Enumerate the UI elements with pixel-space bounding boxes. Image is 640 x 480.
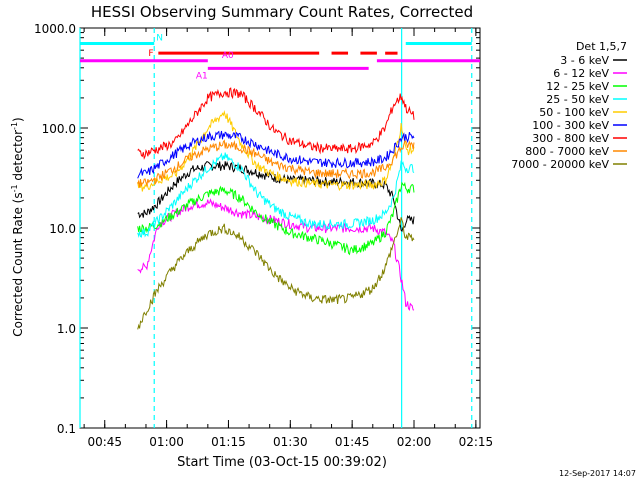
series-line	[137, 110, 415, 192]
y-tick-label: 100.0	[42, 122, 76, 136]
x-tick-label: 01:45	[335, 435, 370, 449]
x-tick-label: 01:30	[273, 435, 308, 449]
series-line	[137, 181, 415, 256]
series-line	[137, 217, 415, 330]
flag-label: A0	[222, 51, 234, 61]
legend-label: 300 - 800 keV	[532, 132, 609, 145]
flag-label: F	[148, 49, 153, 59]
legend-label: 800 - 7000 keV	[525, 145, 609, 158]
flag-label: A1	[196, 71, 208, 81]
y-tick-label: 10.0	[49, 222, 76, 236]
series-line	[137, 130, 415, 179]
x-tick-label: 00:45	[87, 435, 122, 449]
legend-label: 3 - 6 keV	[560, 54, 609, 67]
series-line	[137, 139, 415, 188]
x-tick-label: 02:00	[397, 435, 432, 449]
series-line	[137, 198, 415, 311]
y-tick-label: 1.0	[57, 322, 76, 336]
legend-label: 50 - 100 keV	[539, 106, 609, 119]
flag-label: N	[156, 33, 163, 43]
y-tick-label: 0.1	[57, 422, 76, 436]
y-tick-label: 1000.0	[34, 22, 76, 36]
legend-title: Det 1,5,7	[576, 40, 627, 53]
series-line	[137, 152, 415, 238]
y-axis-label: Corrected Count Rate (s-1 detector-1)	[10, 117, 25, 336]
x-tick-label: 01:15	[211, 435, 246, 449]
legend-label: 6 - 12 keV	[553, 67, 609, 80]
footer-timestamp: 12-Sep-2017 14:07	[559, 469, 636, 478]
legend-label: 100 - 300 keV	[532, 119, 609, 132]
x-axis-label: Start Time (03-Oct-15 00:39:02)	[177, 455, 387, 470]
legend-label: 7000 - 20000 keV	[511, 158, 609, 171]
plot-area: 0.1 1.0 10.0 100.0 1000.0 00:45 01:00 01:15 01:3…	[34, 22, 493, 449]
legend-label: 25 - 50 keV	[546, 93, 609, 106]
x-tick-label: 01:00	[149, 435, 184, 449]
legend-label: 12 - 25 keV	[546, 80, 609, 93]
series-line	[137, 160, 415, 233]
x-tick-label: 02:15	[459, 435, 494, 449]
series-line	[137, 87, 415, 160]
chart-title: HESSI Observing Summary Count Rates, Cor…	[91, 3, 473, 21]
